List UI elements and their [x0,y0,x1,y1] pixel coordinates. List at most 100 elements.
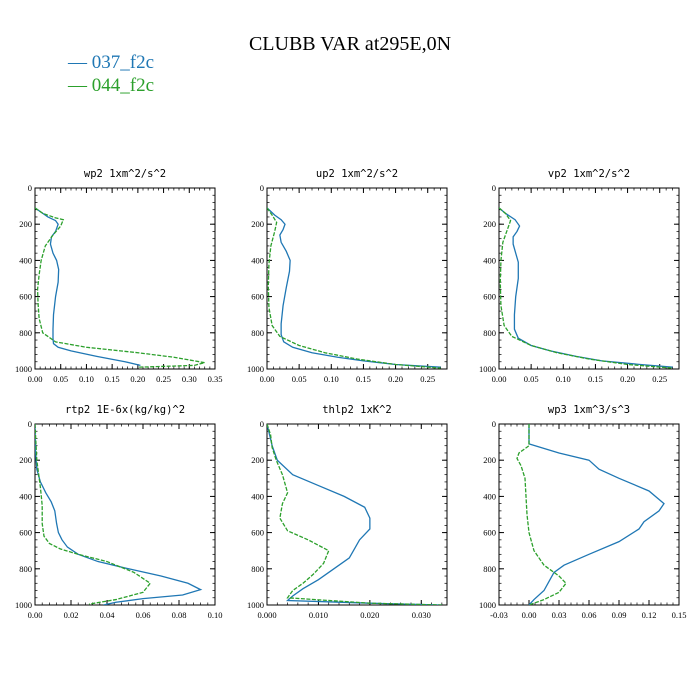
x-tick-label: 0.010 [309,610,328,620]
x-tick-label: 0.030 [412,610,431,620]
x-tick-label: 0.10 [556,374,571,384]
x-tick-label: 0.08 [172,610,187,620]
series-line-044_f2c [267,207,441,369]
plot-frame [266,423,448,606]
y-tick-label: 600 [19,528,32,538]
y-tick-label: 1000 [247,600,264,610]
y-tick-label: 400 [251,491,264,501]
legend: — 037_f2c — 044_f2c [67,52,154,96]
figure-title: CLUBB VAR at295E,0N [249,33,451,55]
y-tick-label: 0 [28,183,32,193]
series-line-037_f2c [267,207,441,368]
x-tick-label: 0.05 [292,374,307,384]
x-tick-label: 0.06 [136,610,151,620]
series-line-044_f2c [35,424,152,605]
panel-4: thlp2 1xK^2 0.000 0.010 0.020 0.030 0 200 400 60… [247,404,448,620]
x-tick-label: 0.35 [208,374,223,384]
y-tick-label: 800 [483,328,496,338]
y-tick-label: 1000 [479,600,496,610]
y-tick-label: 400 [19,491,32,501]
panel-0: wp2 1xm^2/s^2 0.00 0.05 0.10 0.15 0.20 0.25 0.3… [15,168,222,384]
series-line-037_f2c [35,207,141,367]
y-tick-label: 600 [483,292,496,302]
y-tick-label: 200 [19,455,32,465]
y-tick-label: 0 [260,419,264,429]
x-tick-label: 0.04 [100,610,116,620]
y-tick-label: 1000 [247,364,264,374]
panel-title: wp3 1xm^3/s^3 [548,404,630,416]
x-tick-label: 0.05 [53,374,68,384]
x-tick-label: 0.02 [64,610,79,620]
x-tick-label: 0.25 [652,374,667,384]
x-tick-label: 0.12 [642,610,657,620]
x-tick-label: 0.00 [28,374,43,384]
plot-frame [34,423,216,606]
x-tick-label: -0.03 [490,610,508,620]
y-tick-label: 200 [483,455,496,465]
panel-title: wp2 1xm^2/s^2 [84,168,166,180]
legend-entry-044_f2c: — 044_f2c [67,75,154,96]
x-tick-label: 0.00 [492,374,507,384]
y-tick-label: 800 [19,564,32,574]
x-tick-label: 0.25 [420,374,435,384]
y-tick-label: 0 [492,183,496,193]
panel-3: rtp2 1E-6x(kg/kg)^2 0.00 0.02 0.04 0.06 0.08 0… [15,404,222,620]
x-tick-label: 0.15 [672,610,687,620]
x-tick-label: 0.10 [208,610,223,620]
legend-entry-037_f2c: — 037_f2c [67,52,154,73]
y-tick-label: 400 [483,255,496,265]
series-line-037_f2c [267,424,442,605]
y-tick-label: 1000 [479,364,496,374]
panel-title: thlp2 1xK^2 [322,404,392,416]
y-tick-label: 400 [251,255,264,265]
y-tick-label: 0 [492,419,496,429]
x-tick-label: 0.00 [260,374,275,384]
y-tick-label: 200 [19,219,32,229]
panel-5: wp3 1xm^3/s^3 -0.03 0.00 0.03 0.06 0.09 0.12 0.… [479,404,686,620]
x-tick-label: 0.000 [257,610,276,620]
y-tick-label: 1000 [15,600,32,610]
x-tick-label: 0.00 [522,610,537,620]
panels-group: wp2 1xm^2/s^2 0.00 0.05 0.10 0.15 0.20 0.25 0.3… [15,168,686,620]
series-line-037_f2c [528,424,665,605]
y-tick-label: 800 [19,328,32,338]
panel-title: up2 1xm^2/s^2 [316,168,398,180]
y-tick-label: 600 [251,528,264,538]
series-line-044_f2c [267,424,442,605]
plot-frame [34,187,216,370]
y-tick-label: 600 [251,292,264,302]
panel-1: up2 1xm^2/s^2 0.00 0.05 0.10 0.15 0.20 0.25 0 20… [247,168,448,384]
series-line-037_f2c [35,424,203,605]
series-line-044_f2c [516,424,567,605]
x-tick-label: 0.20 [130,374,145,384]
panel-title: vp2 1xm^2/s^2 [548,168,630,180]
y-tick-label: 0 [260,183,264,193]
x-tick-label: 0.03 [552,610,567,620]
y-tick-label: 400 [483,491,496,501]
x-tick-label: 0.25 [156,374,171,384]
x-tick-label: 0.09 [612,610,627,620]
panel-title: rtp2 1E-6x(kg/kg)^2 [65,404,185,416]
x-tick-label: 0.05 [524,374,539,384]
x-tick-label: 0.15 [588,374,603,384]
y-tick-label: 1000 [15,364,32,374]
x-tick-label: 0.020 [360,610,379,620]
y-tick-label: 800 [251,564,264,574]
y-tick-label: 200 [251,455,264,465]
x-tick-label: 0.20 [620,374,635,384]
x-tick-label: 0.20 [388,374,403,384]
x-tick-label: 0.30 [182,374,197,384]
x-tick-label: 0.00 [28,610,43,620]
x-tick-label: 0.10 [79,374,94,384]
y-tick-label: 600 [19,292,32,302]
y-tick-label: 600 [483,528,496,538]
y-tick-label: 200 [483,219,496,229]
x-tick-label: 0.10 [324,374,339,384]
y-tick-label: 800 [483,564,496,574]
series-line-044_f2c [499,207,673,369]
x-tick-label: 0.15 [356,374,371,384]
y-tick-label: 200 [251,219,264,229]
y-tick-label: 0 [28,419,32,429]
